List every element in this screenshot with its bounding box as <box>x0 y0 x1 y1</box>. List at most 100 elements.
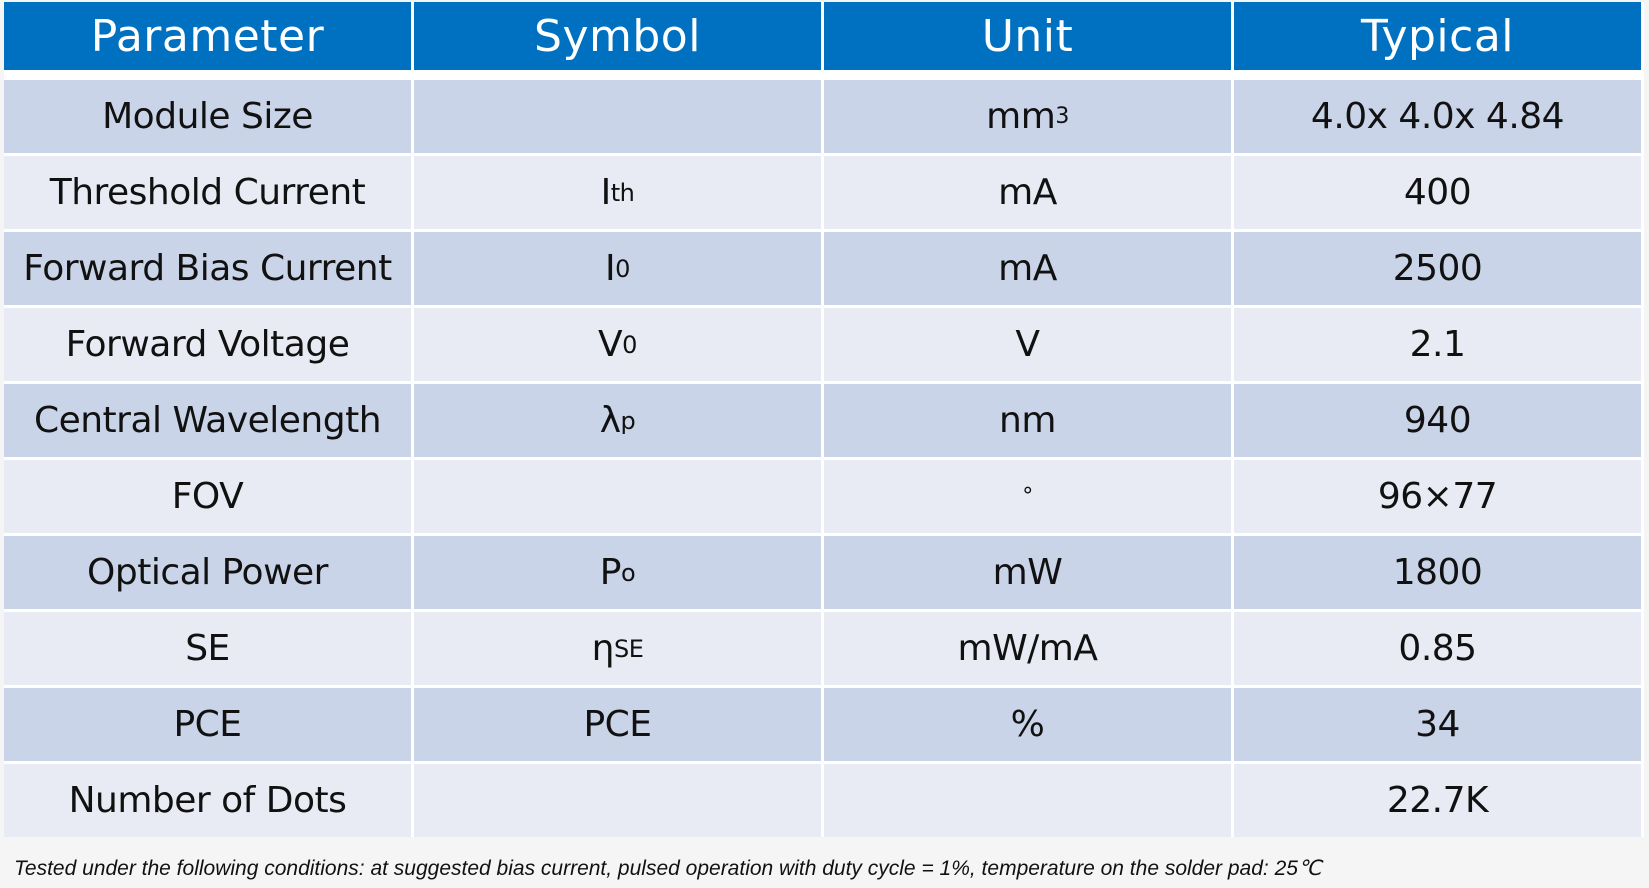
typical-text: 4.0x 4.0x 4.84 <box>1310 96 1565 137</box>
typical-text: 2.1 <box>1409 324 1466 365</box>
unit-text: mW/mA <box>957 628 1099 669</box>
cell-unit: ° <box>824 460 1231 533</box>
cell-parameter: Forward Bias Current <box>4 232 411 305</box>
typical-text: 1800 <box>1392 552 1483 593</box>
symbol-text: λ <box>599 400 621 441</box>
parameter-text: Forward Voltage <box>65 324 350 365</box>
symbol-subscript: 0 <box>615 254 630 283</box>
cell-symbol <box>414 764 821 837</box>
symbol-text: PCE <box>583 704 652 745</box>
unit-superscript: 3 <box>1055 104 1069 129</box>
unit-superscript: ° <box>1022 484 1033 509</box>
cell-unit: mW <box>824 536 1231 609</box>
typical-text: 96×77 <box>1377 476 1498 517</box>
header-symbol: Symbol <box>414 2 821 70</box>
symbol-subscript: o <box>621 558 636 587</box>
table-row: FOV ° 96×77 <box>4 460 1644 533</box>
cell-typical: 2500 <box>1234 232 1641 305</box>
symbol-subscript: p <box>620 406 636 435</box>
table-row: Module Size mm 3 4.0x 4.0x 4.84 <box>4 80 1644 153</box>
unit-text: % <box>1010 704 1045 745</box>
typical-text: 400 <box>1403 172 1472 213</box>
cell-parameter: Module Size <box>4 80 411 153</box>
unit-text: mm <box>986 96 1056 137</box>
cell-unit: nm <box>824 384 1231 457</box>
parameter-text: Module Size <box>102 96 313 137</box>
cell-parameter: Central Wavelength <box>4 384 411 457</box>
parameter-text: SE <box>185 628 230 669</box>
typical-text: 2500 <box>1392 248 1483 289</box>
cell-typical: 22.7K <box>1234 764 1641 837</box>
spec-table: Parameter Symbol Unit Typical Module Siz… <box>4 2 1644 837</box>
table-row: Central Wavelength λ p nm 940 <box>4 384 1644 457</box>
parameter-text: Threshold Current <box>49 172 366 213</box>
parameter-text: PCE <box>173 704 242 745</box>
symbol-text: I <box>600 172 612 213</box>
parameter-text: Central Wavelength <box>33 400 382 441</box>
typical-text: 22.7K <box>1386 780 1489 821</box>
header-unit: Unit <box>824 2 1231 70</box>
symbol-text: I <box>605 248 616 289</box>
typical-text: 34 <box>1415 704 1460 745</box>
cell-unit: mm 3 <box>824 80 1231 153</box>
table-row: Number of Dots 22.7K <box>4 764 1644 837</box>
table-row: SE η SE mW/mA 0.85 <box>4 612 1644 685</box>
symbol-subscript: th <box>610 178 635 207</box>
parameter-text: Number of Dots <box>68 780 347 821</box>
cell-typical: 0.85 <box>1234 612 1641 685</box>
cell-unit: mA <box>824 156 1231 229</box>
parameter-text: FOV <box>171 476 244 517</box>
cell-typical: 400 <box>1234 156 1641 229</box>
cell-typical: 2.1 <box>1234 308 1641 381</box>
parameter-text: Optical Power <box>87 552 328 593</box>
cell-typical: 4.0x 4.0x 4.84 <box>1234 80 1641 153</box>
symbol-subscript: 0 <box>622 330 637 359</box>
symbol-text: η <box>591 628 615 669</box>
unit-text: mW <box>992 552 1063 593</box>
cell-typical: 34 <box>1234 688 1641 761</box>
symbol-subscript: SE <box>613 634 644 663</box>
table-header: Parameter Symbol Unit Typical <box>4 2 1644 70</box>
parameter-text: Forward Bias Current <box>23 248 392 289</box>
table-row: Forward Voltage V 0 V 2.1 <box>4 308 1644 381</box>
cell-typical: 1800 <box>1234 536 1641 609</box>
table-row: PCE PCE% 34 <box>4 688 1644 761</box>
typical-text: 940 <box>1403 400 1472 441</box>
cell-unit: mW/mA <box>824 612 1231 685</box>
unit-text: mA <box>998 248 1057 289</box>
cell-typical: 940 <box>1234 384 1641 457</box>
cell-unit <box>824 764 1231 837</box>
cell-symbol: η SE <box>414 612 821 685</box>
cell-parameter: Forward Voltage <box>4 308 411 381</box>
symbol-text: P <box>599 552 622 593</box>
cell-symbol <box>414 80 821 153</box>
header-parameter: Parameter <box>4 2 411 70</box>
unit-text: V <box>1015 324 1040 365</box>
cell-typical: 96×77 <box>1234 460 1641 533</box>
unit-text: nm <box>999 400 1056 441</box>
cell-parameter: Number of Dots <box>4 764 411 837</box>
cell-parameter: Threshold Current <box>4 156 411 229</box>
cell-unit: V <box>824 308 1231 381</box>
table-row: Forward Bias Current I 0 mA 2500 <box>4 232 1644 305</box>
table-body: Module Size mm 3 4.0x 4.0x 4.84 Threshold Cu… <box>4 80 1644 837</box>
header-typical: Typical <box>1234 2 1641 70</box>
cell-parameter: PCE <box>4 688 411 761</box>
unit-text: mA <box>998 172 1057 213</box>
cell-unit: % <box>824 688 1231 761</box>
footnote: Tested under the following conditions: a… <box>14 857 1322 880</box>
cell-parameter: SE <box>4 612 411 685</box>
cell-parameter: Optical Power <box>4 536 411 609</box>
cell-unit: mA <box>824 232 1231 305</box>
symbol-text: V <box>598 324 623 365</box>
typical-text: 0.85 <box>1398 628 1477 669</box>
cell-symbol: PCE <box>414 688 821 761</box>
cell-symbol <box>414 460 821 533</box>
